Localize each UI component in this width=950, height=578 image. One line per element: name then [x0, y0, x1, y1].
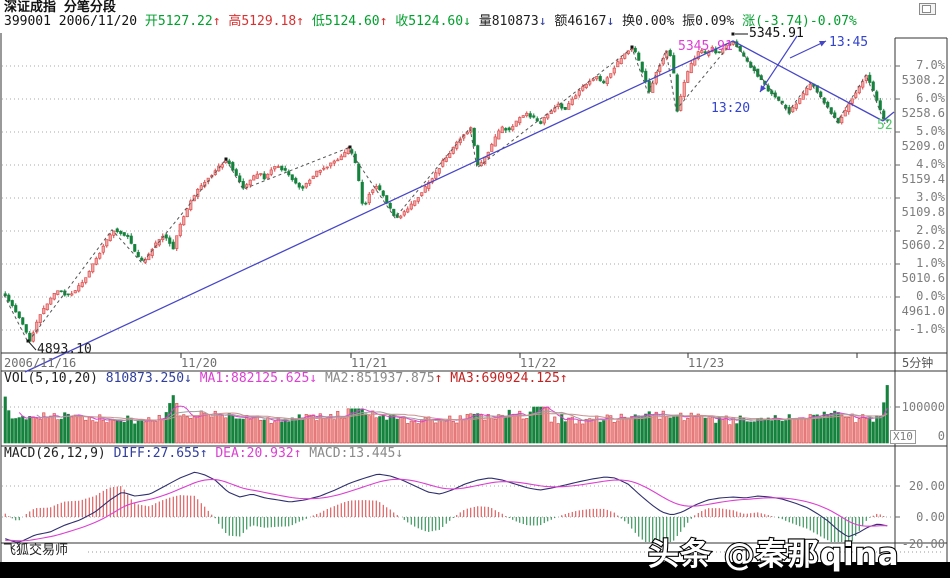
quote-field-1: 高5129.18	[228, 14, 297, 29]
quote-field-8: 涨(-3.74)-0.07%	[742, 14, 857, 29]
date-tick-label: 2006/11/16	[4, 356, 77, 370]
price-axis-pct: -1.0%	[908, 322, 945, 336]
macd-axis-mid: 0.00	[916, 510, 945, 524]
macd-dea-label: DEA:	[215, 446, 247, 461]
quote-arrow-icon: ↑	[296, 14, 304, 29]
date-tick-label: 11/21	[351, 356, 388, 370]
quote-field-0: 开5127.22	[144, 14, 213, 29]
price-axis-price: 5010.6	[901, 271, 945, 285]
quote-date: 2006/11/20	[58, 14, 138, 29]
macd-macd-label: MACD:	[309, 446, 349, 461]
price-pane[interactable]	[1, 30, 895, 353]
vol-ma2-value: 851937.875	[356, 371, 435, 386]
quote-field-6: 换0.00%	[622, 14, 675, 29]
volume-indicator-row: VOL(5,10,20) 810873.250↓ MA1:882125.625↓…	[4, 372, 568, 386]
segment-high-label: 5345.91	[678, 39, 733, 54]
price-axis-pct: 4.0%	[916, 157, 945, 171]
date-tick-label: 11/20	[181, 356, 218, 370]
vol-arrow-icon: ↓	[184, 371, 192, 386]
price-axis-pct: 0.0%	[916, 289, 945, 303]
vol-ma3-value: 690924.125	[481, 371, 560, 386]
taskbar-strip	[0, 562, 950, 578]
date-axis[interactable]	[1, 353, 895, 371]
price-axis-price: 5109.8	[901, 205, 945, 219]
macd-indicator-row: MACD(26,12,9) DIFF:27.655↑ DEA:20.932↑ M…	[4, 447, 403, 461]
quote-arrow-icon: ↓	[463, 14, 471, 29]
peak-time-label: 13:45	[829, 35, 869, 50]
vol-axis-max: 100000	[901, 400, 945, 414]
quote-field-7: 振0.09%	[682, 14, 735, 29]
app-name-status: 飞狐交易师	[3, 543, 69, 558]
macd-macd-arrow-icon: ↓	[395, 446, 404, 461]
watermark: 头条 @秦那qina	[647, 536, 900, 574]
price-axis-price: 4961.0	[901, 304, 945, 318]
date-tick-label: 11/22	[520, 356, 557, 370]
macd-diff-arrow-icon: ↑	[199, 446, 208, 461]
last-price-tag: 52	[877, 118, 893, 133]
macd-axis-bottom: -20.00	[901, 537, 945, 551]
quote-bar: 399001 2006/11/20 开5127.22↑ 高5129.18↑ 低5…	[4, 15, 857, 29]
macd-diff-value: 27.655	[152, 446, 200, 461]
vol-value: 810873.250	[105, 371, 185, 386]
window-restore-icon[interactable]	[919, 3, 936, 15]
vol-ma2-arrow-icon: ↑	[434, 371, 443, 386]
price-axis-pct: 6.0%	[916, 91, 945, 105]
page-title: 深证成指 分笔分段	[4, 0, 116, 15]
price-axis-pct: 5.0%	[916, 124, 945, 138]
price-axis-pct: 2.0%	[916, 223, 945, 237]
quote-arrow-icon: ↑	[379, 14, 388, 29]
vol-ma1-value: 882125.625	[231, 371, 310, 386]
macd-indicator-name: MACD(26,12,9)	[4, 446, 106, 461]
price-axis-price: 5159.4	[901, 172, 945, 186]
vol-indicator-name: VOL(5,10,20)	[4, 371, 98, 386]
stock-code: 399001	[4, 14, 51, 29]
price-axis-price: 5258.6	[901, 106, 945, 120]
dip-time-label: 13:20	[711, 101, 751, 116]
vol-axis-zero: 0	[937, 429, 945, 443]
vol-ma2-label: MA2:	[324, 371, 357, 386]
price-axis-price: 5308.2	[901, 73, 945, 87]
macd-diff-label: DIFF:	[113, 446, 153, 461]
quote-arrow-icon: ↑	[212, 14, 221, 29]
session-low-label: 4893.10	[37, 342, 92, 357]
peak-price-label: 5345.91	[749, 26, 804, 41]
period-label: 5分钟	[902, 356, 934, 370]
macd-dea-arrow-icon: ↑	[293, 446, 302, 461]
macd-axis-top: 20.00	[908, 479, 945, 493]
macd-macd-value: 13.445	[348, 446, 396, 461]
quote-arrow-icon: ↓	[606, 14, 615, 29]
price-axis-pct: 7.0%	[916, 58, 945, 72]
quote-field-4: 量810873	[478, 14, 539, 29]
price-axis-pct: 1.0%	[916, 256, 945, 270]
vol-ma3-label: MA3:	[450, 371, 482, 386]
quote-field-3: 收5124.60	[395, 14, 464, 29]
quote-field-2: 低5124.60	[311, 14, 380, 29]
price-axis-pct: 3.0%	[916, 190, 945, 204]
date-tick-label: 11/23	[688, 356, 725, 370]
vol-ma1-label: MA1:	[199, 371, 231, 386]
vol-ma1-arrow-icon: ↓	[309, 371, 318, 386]
vol-axis-unit: X10	[890, 430, 916, 444]
quote-field-5: 额46167	[554, 14, 607, 29]
price-axis-price: 5060.2	[901, 238, 945, 252]
vol-ma3-arrow-icon: ↑	[559, 371, 568, 386]
macd-dea-value: 20.932	[246, 446, 294, 461]
quote-arrow-icon: ↓	[538, 14, 547, 29]
price-axis-price: 5209.0	[901, 139, 945, 153]
